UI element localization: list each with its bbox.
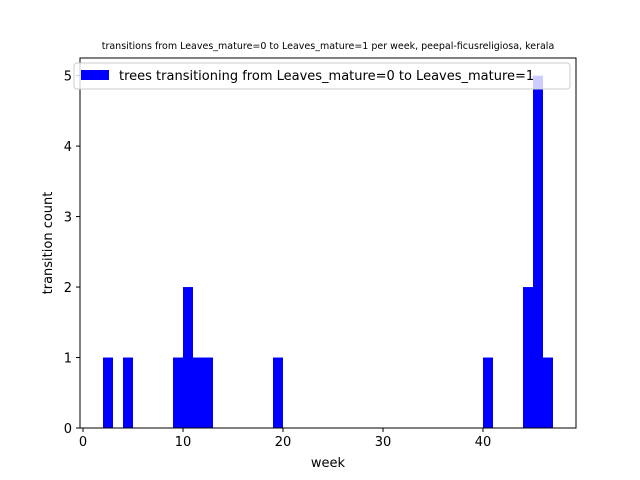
- y-tick-label: 4: [64, 140, 72, 155]
- x-tick-label: 0: [79, 435, 87, 450]
- y-tick-label: 3: [64, 211, 72, 226]
- bar: [193, 357, 203, 428]
- bar: [183, 287, 193, 428]
- x-tick-label: 20: [275, 435, 292, 450]
- y-tick-label: 2: [64, 281, 72, 296]
- bars: [103, 75, 553, 428]
- x-axis: 0 10 20 30 40: [79, 428, 491, 450]
- x-tick-label: 30: [375, 435, 392, 450]
- bar: [123, 357, 133, 428]
- bar: [103, 357, 113, 428]
- bar: [523, 287, 533, 428]
- legend: trees transitioning from Leaves_mature=0…: [73, 62, 571, 90]
- y-axis-label: transition count: [41, 192, 56, 295]
- bar: [173, 357, 183, 428]
- legend-label: trees transitioning from Leaves_mature=0…: [119, 69, 534, 84]
- x-tick-label: 10: [175, 435, 192, 450]
- y-axis: 0 1 2 3 4 5: [64, 70, 80, 437]
- y-tick-label: 1: [64, 352, 72, 367]
- bar: [543, 357, 553, 428]
- axes-frame: [79, 57, 577, 429]
- bar: [203, 357, 213, 428]
- chart-title: transitions from Leaves_mature=0 to Leav…: [102, 41, 555, 52]
- legend-swatch: [81, 70, 109, 80]
- x-axis-label: week: [311, 456, 346, 471]
- bar: [483, 357, 493, 428]
- y-tick-label: 5: [64, 70, 72, 85]
- x-tick-label: 40: [475, 435, 492, 450]
- bar: [273, 357, 283, 428]
- legend-box: [73, 62, 571, 90]
- bar: [533, 75, 543, 428]
- y-tick-label: 0: [64, 422, 72, 437]
